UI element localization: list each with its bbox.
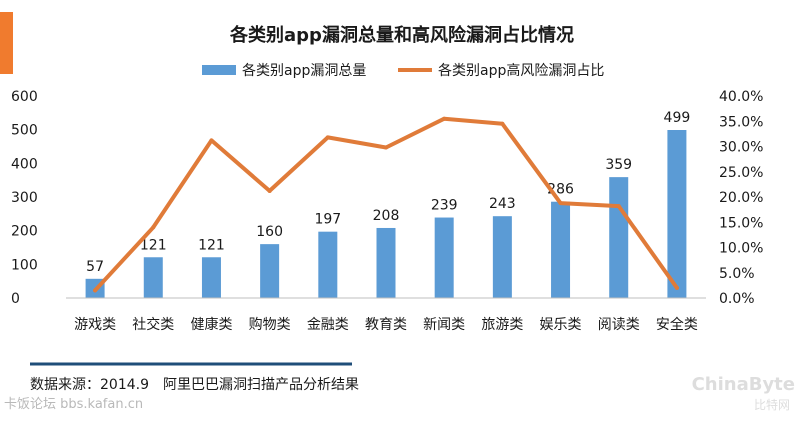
bar-data-label: 359	[605, 157, 632, 173]
x-tick-label: 旅游类	[481, 317, 523, 333]
y-left-tick-label: 600	[11, 89, 38, 105]
line-point	[209, 138, 214, 143]
x-axis: 游戏类 社交类 健康类 购物类 金融类 教育类 新闻类 旅游类 娱乐类 阅读类 安全类	[74, 316, 698, 333]
line-point	[384, 145, 388, 150]
chart-title: 各类别app漏洞总量和高风险漏洞占比情况	[229, 24, 574, 46]
line-point	[500, 121, 505, 126]
x-tick-label: 健康类	[190, 316, 232, 333]
x-tick-label: 购物类	[249, 317, 291, 333]
y-right-tick-label: 15.0%	[719, 215, 763, 231]
y-axis-left: 0 100 200 300 400 500 600	[11, 89, 38, 307]
line-point	[616, 204, 621, 209]
bar	[492, 216, 512, 298]
y-left-tick-label: 0	[11, 291, 20, 307]
source-note: 数据来源：2014.9 阿里巴巴漏洞扫描产品分析结果	[30, 377, 359, 393]
bar-data-label: 160	[256, 224, 283, 240]
bar	[260, 244, 280, 298]
line-point	[325, 135, 330, 140]
bar	[609, 177, 629, 298]
y-right-tick-label: 30.0%	[719, 140, 763, 156]
bar-data-label: 121	[198, 237, 225, 253]
y-right-tick-label: 10.0%	[719, 241, 763, 257]
bar	[318, 231, 338, 298]
watermark-left: 卡饭论坛 bbs.kafan.cn	[4, 397, 143, 412]
x-tick-label: 金融类	[307, 317, 349, 333]
bar	[201, 257, 221, 298]
y-left-tick-label: 500	[11, 123, 38, 139]
y-right-tick-label: 40.0%	[719, 89, 763, 105]
bar-data-label: 239	[431, 198, 458, 214]
x-tick-label: 社交类	[132, 316, 174, 333]
line-point	[151, 225, 156, 230]
bar	[434, 217, 454, 298]
y-right-tick-label: 35.0%	[719, 114, 763, 130]
accent-bar	[0, 12, 13, 74]
y-right-tick-label: 25.0%	[719, 165, 763, 181]
legend-label-line: 各类别app高风险漏洞占比	[438, 62, 604, 79]
bar-data-label: 121	[140, 237, 167, 253]
bar-data-label: 197	[314, 212, 341, 228]
line-point	[674, 285, 679, 290]
watermark-right-top: ChinaByte	[692, 374, 795, 395]
legend-swatch-bar	[202, 65, 236, 75]
line-point	[442, 116, 447, 121]
bar-data-label: 208	[373, 208, 400, 224]
bar-data-label: 57	[86, 259, 104, 275]
y-right-tick-label: 20.0%	[719, 190, 763, 206]
x-tick-label: 娱乐类	[540, 317, 582, 333]
bar	[551, 201, 571, 298]
line-point	[267, 188, 272, 193]
bar	[667, 130, 687, 298]
line-point	[558, 201, 563, 206]
line-series	[93, 116, 679, 293]
bar	[143, 257, 163, 298]
y-left-tick-label: 300	[11, 190, 38, 206]
y-left-tick-label: 100	[11, 257, 38, 273]
bar-data-label: 499	[664, 110, 691, 126]
x-tick-label: 阅读类	[598, 316, 640, 333]
x-tick-label: 游戏类	[74, 317, 116, 333]
y-left-tick-label: 200	[11, 224, 38, 240]
legend-label-bar: 各类别app漏洞总量	[242, 63, 366, 79]
line-point	[93, 288, 98, 293]
y-right-tick-label: 5.0%	[719, 266, 755, 282]
y-axis-right: 0.0% 5.0% 10.0% 15.0% 20.0% 25.0% 30.0% 35.0% 40…	[719, 89, 763, 307]
y-left-tick-label: 400	[11, 156, 38, 172]
bar-data-label: 243	[489, 196, 516, 212]
x-tick-label: 教育类	[365, 317, 407, 333]
x-tick-label: 安全类	[656, 316, 698, 333]
x-tick-label: 新闻类	[423, 317, 465, 333]
y-right-tick-label: 0.0%	[719, 291, 755, 307]
watermark-right-bottom: 比特网	[754, 397, 790, 412]
bar	[376, 227, 396, 298]
